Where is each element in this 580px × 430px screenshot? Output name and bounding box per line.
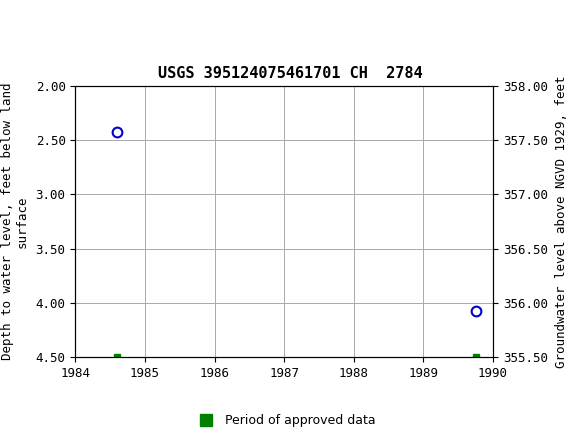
Y-axis label: Groundwater level above NGVD 1929, feet: Groundwater level above NGVD 1929, feet <box>554 75 568 368</box>
Text: USGS 395124075461701 CH  2784: USGS 395124075461701 CH 2784 <box>158 66 422 80</box>
Legend: Period of approved data: Period of approved data <box>188 409 380 430</box>
Text: ❐USGS: ❐USGS <box>9 16 86 35</box>
Y-axis label: Depth to water level, feet below land
surface: Depth to water level, feet below land su… <box>1 83 29 360</box>
